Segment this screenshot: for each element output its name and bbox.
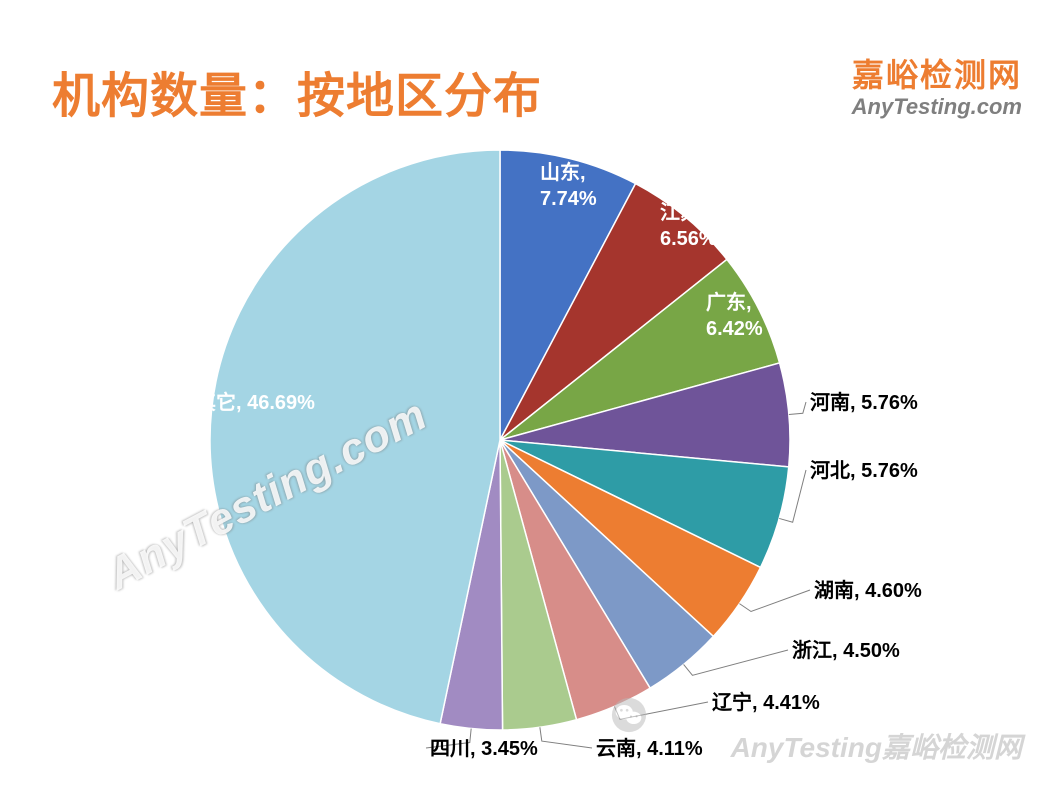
slice-label: 山东,7.74% bbox=[540, 160, 597, 212]
slice-label: 四川, 3.45% bbox=[430, 736, 538, 762]
slice-label: 其它, 46.69% bbox=[196, 390, 315, 416]
leader-line bbox=[739, 590, 810, 612]
pie-chart: 山东,7.74% 江苏,6.56% 广东,6.42% 河南, 5.76% 河北, 5.7… bbox=[70, 140, 990, 770]
slice-label: 浙江, 4.50% bbox=[792, 638, 900, 664]
leader-line bbox=[684, 650, 788, 675]
pie-slice bbox=[210, 150, 500, 724]
brand-logo-en: AnyTesting.com bbox=[852, 94, 1022, 120]
chart-title: 机构数量：按地区分布 bbox=[52, 56, 542, 126]
wechat-icon bbox=[610, 696, 648, 734]
slice-label: 江苏,6.56% bbox=[660, 200, 717, 252]
slice-label: 河南, 5.76% bbox=[810, 390, 918, 416]
brand-logo-cn: 嘉峪检测网 bbox=[852, 50, 1022, 96]
slice-label: 辽宁, 4.41% bbox=[712, 690, 820, 716]
slice-label: 湖南, 4.60% bbox=[814, 578, 922, 604]
brand-logo: 嘉峪检测网 AnyTesting.com bbox=[852, 50, 1022, 120]
leader-line bbox=[789, 402, 806, 415]
slice-label: 云南, 4.11% bbox=[596, 736, 703, 762]
slice-label: 河北, 5.76% bbox=[810, 458, 918, 484]
leader-line bbox=[540, 727, 592, 748]
slice-label: 广东,6.42% bbox=[706, 290, 763, 342]
